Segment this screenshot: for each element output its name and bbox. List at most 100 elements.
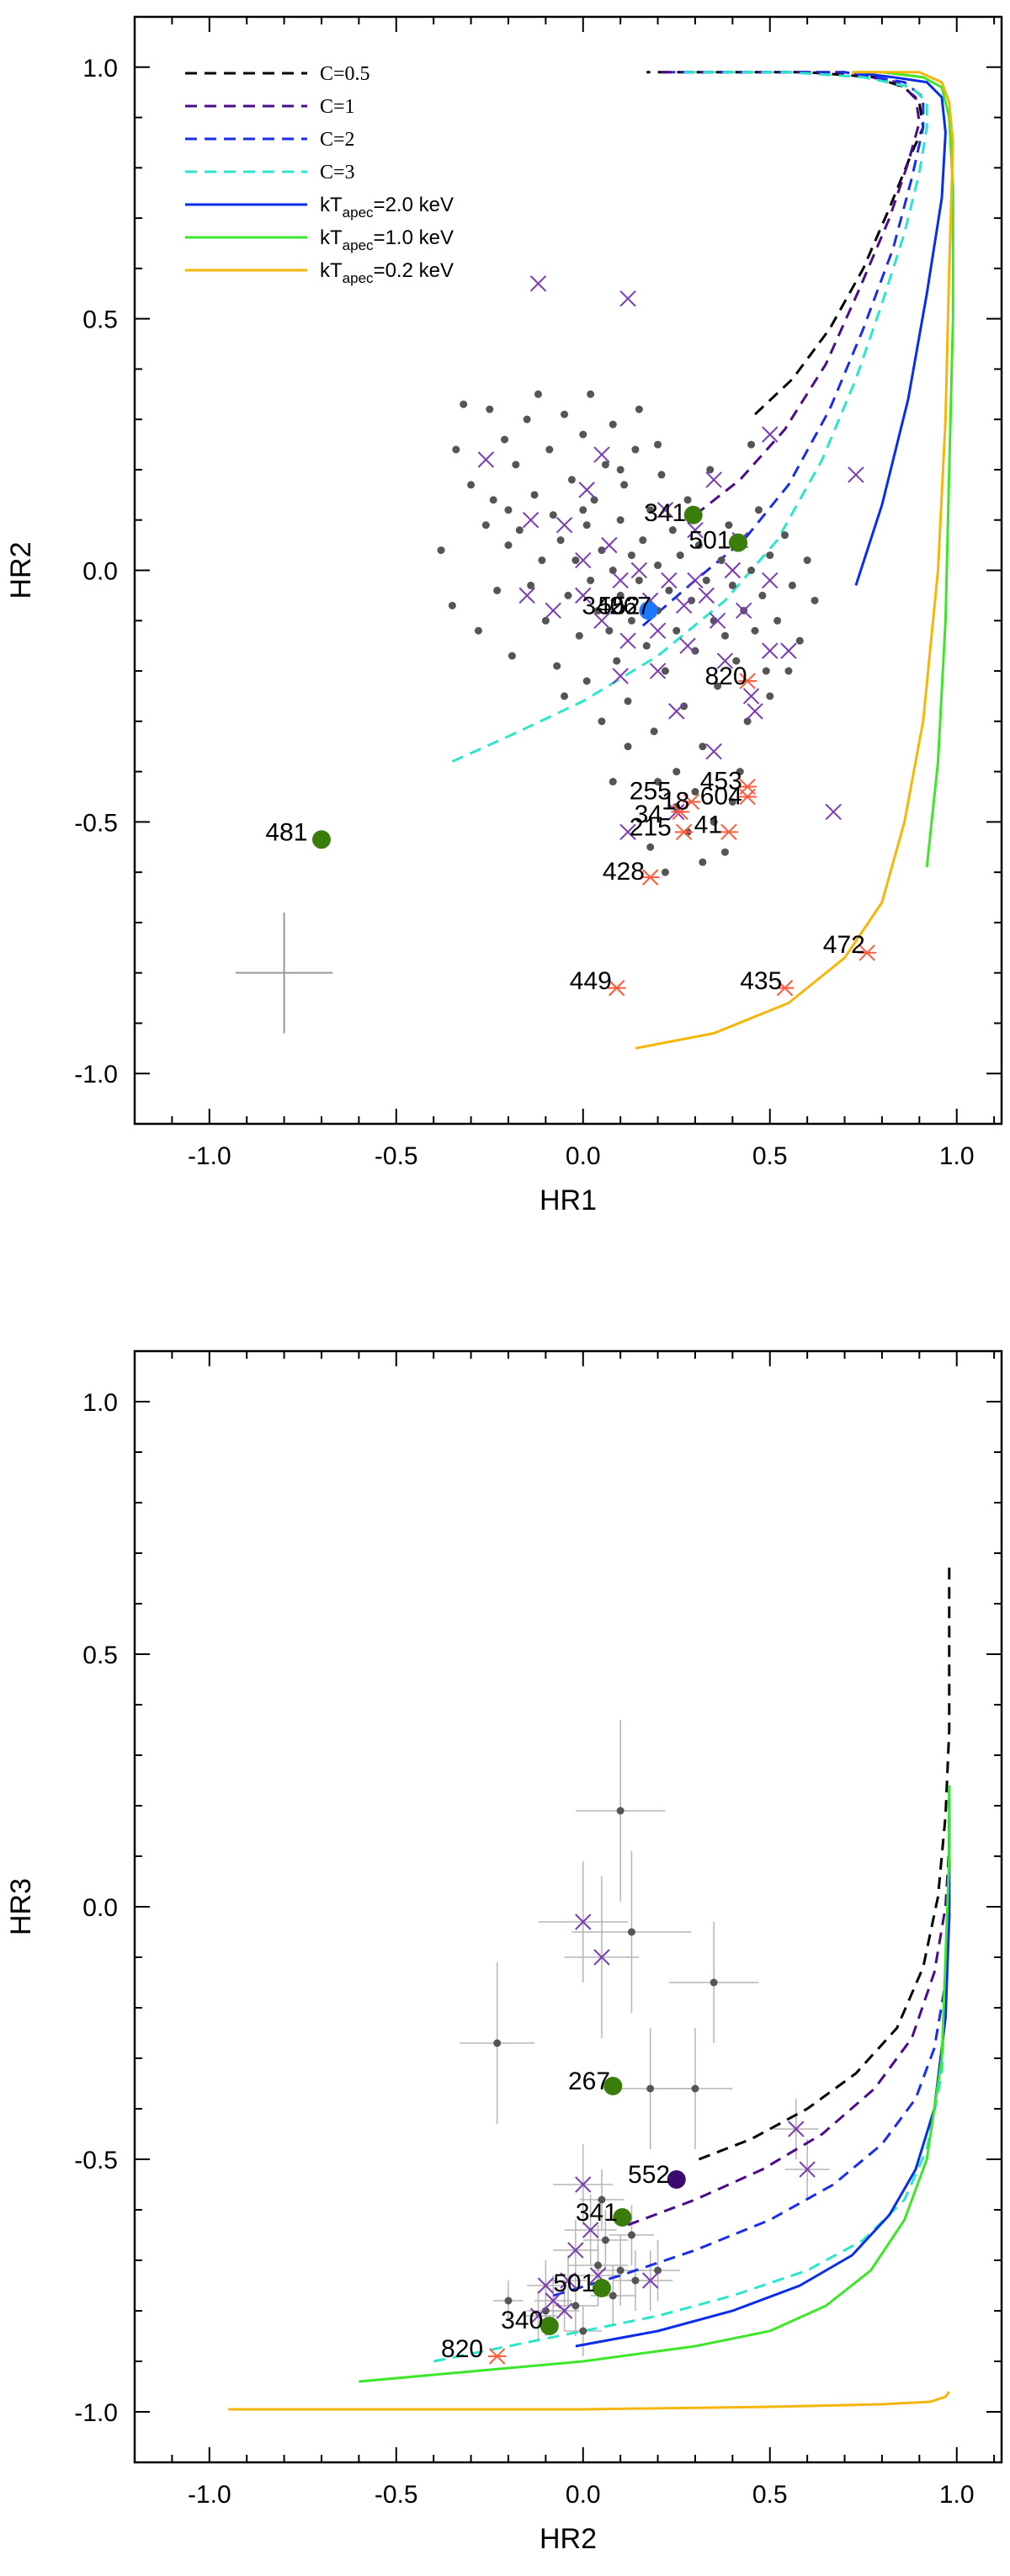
cross-stroke (825, 803, 842, 821)
source-point (754, 506, 763, 514)
source-point (493, 2039, 502, 2047)
highlight-source-blue (639, 601, 658, 620)
cross-stroke (716, 652, 734, 669)
legend-label-main: C=3 (320, 162, 355, 184)
source-point (766, 551, 774, 560)
cross-marker (687, 572, 704, 589)
x-tick-label: 1.0 (939, 1142, 975, 1170)
y-tick-label: 1.0 (82, 1389, 118, 1417)
source-point (654, 2266, 662, 2275)
source-point (672, 626, 681, 635)
cross-stroke (661, 572, 678, 589)
source-label: 552 (598, 592, 641, 620)
cross-marker (716, 652, 734, 669)
cross-stroke (705, 471, 722, 488)
y-tick-label: 0.0 (82, 1894, 118, 1922)
cross-stroke (747, 703, 763, 720)
model-curve-4 (575, 1786, 951, 2348)
star-marker (674, 823, 694, 841)
source-point (710, 817, 718, 826)
source-point (481, 521, 490, 530)
legend-label: C=0.5 (320, 63, 370, 85)
cross-stroke (593, 612, 610, 629)
source-point (605, 626, 614, 635)
source-point (579, 2327, 587, 2335)
legend-label: C=2 (320, 129, 355, 151)
cross-stroke (641, 2272, 659, 2289)
source-point (530, 491, 539, 499)
cross-marker (679, 637, 696, 654)
cross-stroke (762, 642, 779, 659)
cross-marker (575, 2176, 592, 2193)
cross-marker (825, 803, 842, 821)
cross-marker (593, 1949, 610, 1966)
cross-stroke (630, 562, 648, 579)
cross-stroke (675, 597, 693, 615)
source-point (646, 2084, 655, 2093)
source-point (766, 692, 774, 700)
cross-marker (698, 587, 715, 604)
source-point (631, 445, 640, 454)
source-point (598, 717, 606, 726)
legend-label-main: kT (320, 259, 343, 282)
cross-stroke (649, 663, 667, 679)
legend-label-main: kT (320, 194, 343, 216)
source-label: 267 (568, 2068, 610, 2095)
legend-label: kTapec=0.2 keV (320, 259, 454, 286)
cross-marker (705, 471, 722, 488)
source-point (594, 606, 603, 615)
cross-stroke (612, 668, 629, 684)
source-label: 215 (630, 813, 672, 841)
source-point (747, 567, 756, 574)
cross-stroke (593, 446, 610, 463)
cross-stroke (589, 2267, 607, 2284)
cross-stroke (545, 2292, 561, 2309)
source-point (758, 591, 767, 599)
y-tick-label: 0.5 (82, 1642, 118, 1669)
x-tick-label: 0.0 (566, 1142, 601, 1170)
source-point (616, 591, 625, 599)
star-marker (607, 979, 626, 997)
source-point (672, 802, 681, 811)
source-point (646, 506, 655, 514)
y-tick-label: 0.5 (82, 306, 118, 334)
cross-marker (630, 562, 648, 579)
model-curve-0 (646, 71, 925, 416)
cross-marker (780, 642, 797, 659)
cross-stroke (529, 275, 547, 292)
cross-marker (747, 703, 763, 720)
y-axis-title: HR3 (5, 1878, 37, 1935)
legend-label: C=3 (320, 162, 355, 184)
star-marker (487, 2348, 507, 2365)
cross-stroke (679, 637, 696, 654)
source-point (564, 591, 572, 599)
source-point (567, 476, 576, 484)
x-tick-label: -1.0 (188, 1142, 231, 1170)
source-point (736, 768, 744, 776)
cross-marker (612, 572, 629, 589)
source-point (620, 481, 629, 489)
source-point (668, 526, 677, 535)
x-tick-label: 0.0 (566, 2481, 601, 2509)
source-point (467, 481, 476, 489)
cross-stroke (556, 2302, 573, 2319)
source-point (609, 420, 617, 428)
cross-marker (545, 602, 561, 620)
source-point (561, 410, 569, 418)
source-point (538, 556, 546, 565)
source-point (504, 541, 513, 550)
cross-marker (477, 451, 495, 468)
legend-label: kTapec=1.0 keV (320, 226, 454, 253)
x-tick-label: 0.5 (752, 2481, 788, 2509)
source-point (639, 536, 647, 545)
cross-stroke (762, 426, 779, 443)
cross-stroke (529, 2307, 547, 2324)
source-point (811, 596, 819, 604)
x-tick-label: -0.5 (375, 2481, 418, 2509)
source-label: 552 (628, 2161, 670, 2189)
source-label: 341 (644, 499, 686, 527)
source-label: 501 (553, 2270, 595, 2297)
model-curve-4 (852, 71, 947, 586)
source-point (527, 581, 535, 589)
source-point (751, 626, 759, 635)
